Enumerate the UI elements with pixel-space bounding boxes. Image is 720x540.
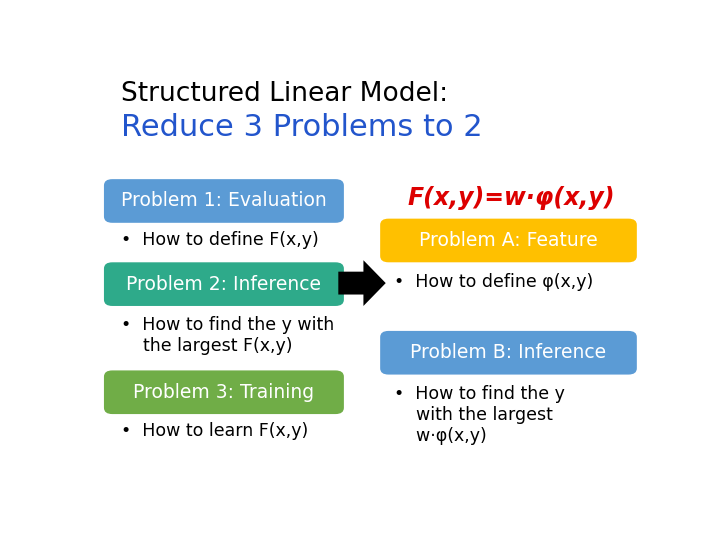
Text: •  How to learn F(x,y): • How to learn F(x,y) (121, 422, 308, 441)
Text: Problem B: Inference: Problem B: Inference (410, 343, 606, 362)
FancyBboxPatch shape (380, 331, 637, 375)
Text: Structured Linear Model:: Structured Linear Model: (121, 82, 448, 107)
FancyBboxPatch shape (104, 179, 344, 223)
FancyArrow shape (338, 260, 386, 306)
Text: Reduce 3 Problems to 2: Reduce 3 Problems to 2 (121, 113, 482, 141)
Text: •  How to define φ(x,y): • How to define φ(x,y) (394, 273, 593, 291)
Text: •  How to define F(x,y): • How to define F(x,y) (121, 231, 318, 249)
FancyBboxPatch shape (380, 219, 637, 262)
Text: Problem 2: Inference: Problem 2: Inference (127, 275, 321, 294)
FancyBboxPatch shape (104, 370, 344, 414)
Text: •  How to find the y with
    the largest F(x,y): • How to find the y with the largest F(x… (121, 316, 334, 355)
Text: F(x,y)=w·φ(x,y): F(x,y)=w·φ(x,y) (408, 186, 615, 210)
Text: •  How to find the y
    with the largest
    w·φ(x,y): • How to find the y with the largest w·φ… (394, 385, 565, 444)
Text: Problem 3: Training: Problem 3: Training (133, 383, 315, 402)
FancyBboxPatch shape (104, 262, 344, 306)
Text: Problem 1: Evaluation: Problem 1: Evaluation (121, 192, 327, 211)
Text: Problem A: Feature: Problem A: Feature (419, 231, 598, 250)
